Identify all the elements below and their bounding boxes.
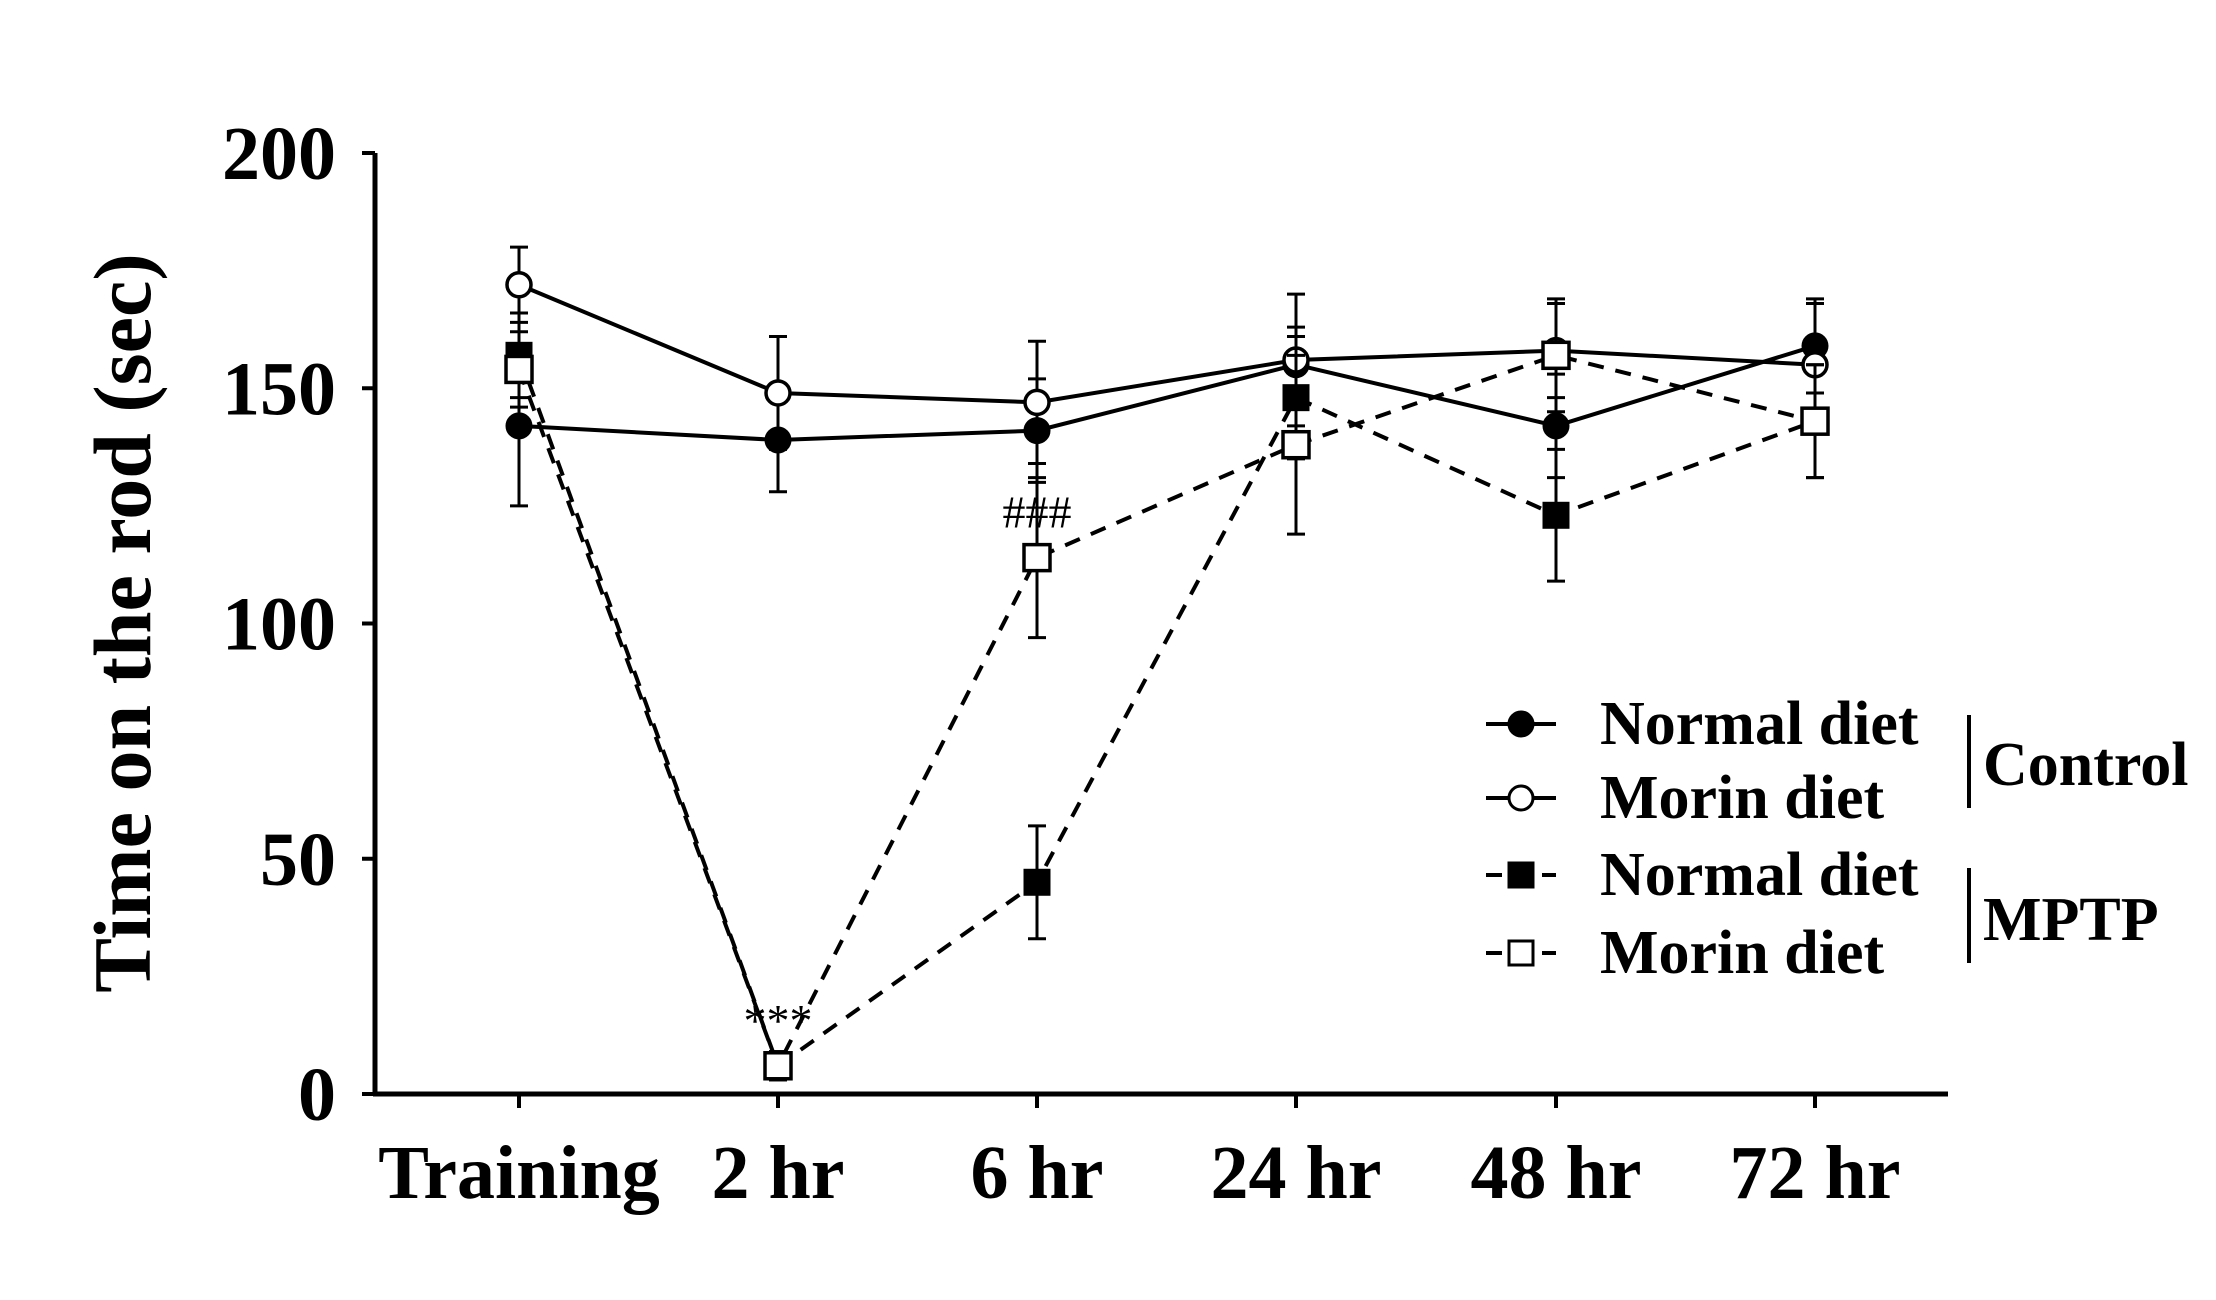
data-point: [504, 354, 534, 385]
y-tick-label: 50: [260, 818, 336, 902]
series-mptp-morin-diet: [504, 297, 1830, 1082]
legend-item-control-morin-diet: Morin diet: [1486, 764, 1884, 832]
filled-square-marker-icon: [1507, 861, 1535, 889]
data-point: [1281, 429, 1311, 460]
open-circle-marker-icon: [1507, 784, 1535, 812]
series-line: [518, 343, 1816, 443]
legend-group-mptp: MPTP: [1983, 886, 2159, 954]
series-line: [518, 282, 1816, 405]
data-point: [1800, 406, 1830, 436]
data-point: [505, 270, 533, 299]
y-ticks: 0 50 100 150 200: [222, 112, 375, 1137]
x-tick-label: 24 hr: [1211, 1131, 1382, 1215]
significance-annotation: ***: [744, 995, 813, 1046]
data-point: [1542, 501, 1570, 529]
legend-item-control-normal-diet: Normal diet: [1486, 690, 1919, 758]
legend-label-control-morin-diet: Morin diet: [1600, 764, 1884, 832]
data-point: [1023, 388, 1051, 417]
filled-circle-marker-icon: [1507, 710, 1535, 738]
series-layer: [504, 245, 1830, 1082]
legend-label-mptp-normal-diet: Normal diet: [1600, 841, 1919, 909]
data-point: [1542, 412, 1570, 440]
legend-item-mptp-morin-diet: Morin diet: [1486, 919, 1884, 987]
legend-group-control: Control: [1983, 731, 2189, 799]
legend: Normal diet Morin diet Normal diet Morin…: [1486, 690, 2189, 987]
y-tick-label: 200: [222, 112, 336, 196]
legend-item-mptp-normal-diet: Normal diet: [1486, 841, 1919, 909]
x-ticks: Training 2 hr 6 hr 24 hr 48 hr 72 hr: [378, 1094, 1901, 1215]
x-tick-label: 72 hr: [1730, 1131, 1901, 1215]
y-tick-label: 0: [298, 1053, 336, 1137]
significance-annotation: ###: [1003, 487, 1072, 538]
data-point: [505, 412, 533, 440]
series-control-morin-diet: [505, 245, 1829, 466]
legend-label-control-normal-diet: Normal diet: [1600, 690, 1919, 758]
x-tick-label: 48 hr: [1471, 1131, 1642, 1215]
y-tick-label: 100: [222, 583, 336, 667]
data-point: [1023, 868, 1051, 896]
open-square-marker-icon: [1507, 939, 1535, 967]
y-axis-title: Time on the rod (sec): [77, 253, 168, 992]
data-point: [763, 1051, 793, 1081]
x-tick-label: Training: [378, 1131, 660, 1215]
plot-area: 0 50 100 150 200 Training 2 hr 6 hr 24 hr 48 hr 7…: [222, 112, 1948, 1215]
data-point: [1022, 542, 1052, 573]
series-control-normal-diet: [505, 297, 1829, 508]
x-tick-label: 6 hr: [971, 1131, 1104, 1215]
data-point: [764, 379, 792, 407]
series-line: [517, 353, 1816, 1071]
x-tick-label: 2 hr: [712, 1131, 845, 1215]
y-tick-label: 150: [222, 347, 336, 431]
legend-label-mptp-morin-diet: Morin diet: [1600, 919, 1884, 987]
annotations: *** ###: [744, 487, 1072, 1046]
data-point: [1541, 340, 1571, 371]
